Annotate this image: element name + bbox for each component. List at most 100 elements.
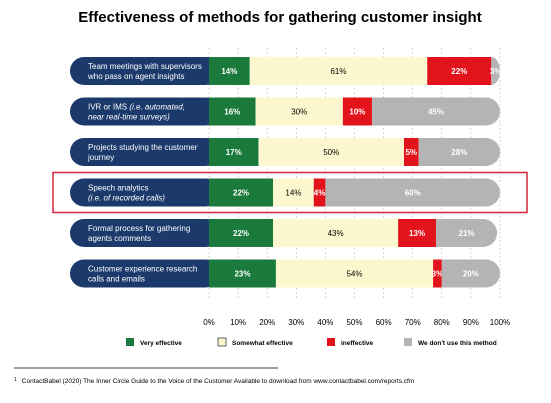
category-line2: calls and emails (88, 275, 145, 284)
bar-segment (249, 57, 428, 85)
data-label: 43% (328, 229, 344, 238)
category-line1: Formal process for gathering (88, 224, 190, 233)
category-line2: near real-time surveys) (88, 113, 170, 122)
category-line1: Speech analytics (88, 184, 148, 193)
bars: 14% 61% 22% 3%16% 30% 10% 45%17% 50% 5% 28%22% 14%… (52, 57, 528, 288)
bar-segment (371, 97, 500, 126)
bar-row: 22% 43% 13% 21% (209, 219, 498, 247)
bar-segment (273, 219, 399, 247)
legend: Very effective Somewhat effective ineffect… (126, 337, 497, 347)
category-pill (70, 219, 220, 247)
bar-segment (273, 178, 314, 207)
data-label: 13% (409, 229, 425, 238)
bar-segment (427, 57, 492, 85)
legend-item: Very effective (126, 338, 182, 347)
data-label: 4% (314, 189, 326, 198)
data-label: 17% (226, 148, 242, 157)
category-line1: Team meetings with supervisors (88, 62, 202, 71)
data-label: 3% (432, 270, 444, 279)
category-line1: IVR or IMS (i.e. automated, (88, 103, 185, 112)
bar-row: 17% 50% 5% 28% (209, 138, 500, 166)
data-label: 23% (234, 270, 250, 279)
data-label: 22% (233, 189, 249, 198)
chart-title: Effectiveness of methods for gathering c… (78, 9, 481, 26)
legend-swatch (404, 338, 412, 346)
data-label: 14% (285, 189, 301, 198)
data-label: 22% (233, 229, 249, 238)
category-pill (70, 97, 220, 126)
bar-segment (209, 57, 250, 85)
tick-label: 0% (203, 318, 215, 327)
data-label: 54% (346, 270, 362, 279)
bar-row: 22% 14% 4% 60% (209, 178, 500, 207)
category-pill (70, 57, 220, 85)
tick-label: 20% (259, 318, 275, 327)
tick-label: 10% (230, 318, 246, 327)
data-label: 50% (323, 148, 339, 157)
data-label: 61% (330, 67, 346, 76)
bar-segment (325, 178, 500, 207)
category-line2: agents comments (88, 234, 151, 243)
tick-label: 90% (463, 318, 479, 327)
legend-label: ineffective (341, 340, 374, 347)
bar-row: 23% 54% 3% 20% (209, 259, 500, 288)
bar-segment (418, 138, 500, 166)
data-label: 5% (405, 148, 417, 157)
category-line2: (i.e. of recorded calls) (88, 194, 165, 203)
data-label: 22% (451, 67, 467, 76)
bar-segment (255, 97, 343, 126)
x-axis: 0% 10% 20% 30% 40% 50% 60% 70% 80% 90% 100% (203, 318, 510, 327)
category-line1: Projects studying the customer (88, 143, 198, 152)
tick-label: 80% (434, 318, 450, 327)
legend-label: We don't use this method (418, 340, 497, 347)
footnote: 1 ContactBabel (2020) The Inner Circle Gu… (14, 377, 414, 385)
bar-segment (313, 178, 326, 207)
bar-segment (398, 219, 436, 247)
bar-segment (258, 138, 404, 166)
bar-segment (441, 259, 500, 288)
category-pill (70, 178, 220, 207)
category-line2: who pass on agent insights (87, 72, 185, 81)
bar-segment (491, 57, 500, 85)
bar-row: 14% 61% 22% 3% (209, 57, 501, 85)
tick-label: 30% (288, 318, 304, 327)
bar-segment (209, 219, 274, 247)
bar-segment (275, 259, 434, 288)
category-pill (70, 259, 220, 288)
highlight-box (52, 171, 528, 214)
bar-segment (209, 178, 274, 207)
bar-segment (209, 138, 259, 166)
legend-swatch (126, 338, 134, 346)
data-label: 16% (224, 108, 240, 117)
tick-label: 60% (376, 318, 392, 327)
legend-item: Somewhat effective (217, 337, 293, 347)
data-label: 10% (349, 108, 365, 117)
data-label: 3% (490, 67, 502, 76)
bar-segment (209, 97, 256, 126)
bar-segment (435, 219, 498, 247)
category-label: IVR or IMS (i.e. automated,near real-tim… (70, 97, 220, 126)
bar-segment (342, 97, 372, 126)
legend-item: ineffective (327, 338, 374, 347)
legend-swatch (217, 337, 227, 347)
bar-segment (209, 259, 276, 288)
legend-label: Somewhat effective (232, 340, 293, 347)
data-label: 45% (428, 108, 444, 117)
legend-label: Very effective (140, 340, 182, 347)
tick-label: 70% (405, 318, 421, 327)
category-line1: Customer experience research (88, 265, 197, 274)
legend-item: We don't use this method (404, 338, 497, 347)
data-label: 60% (405, 189, 421, 198)
bar-segment (433, 259, 442, 288)
tick-label: 40% (317, 318, 333, 327)
footnote-text: ContactBabel (2020) The Inner Circle Gui… (22, 378, 415, 385)
data-label: 30% (291, 108, 307, 117)
footnote-marker: 1 (14, 377, 17, 383)
tick-label: 100% (490, 318, 510, 327)
